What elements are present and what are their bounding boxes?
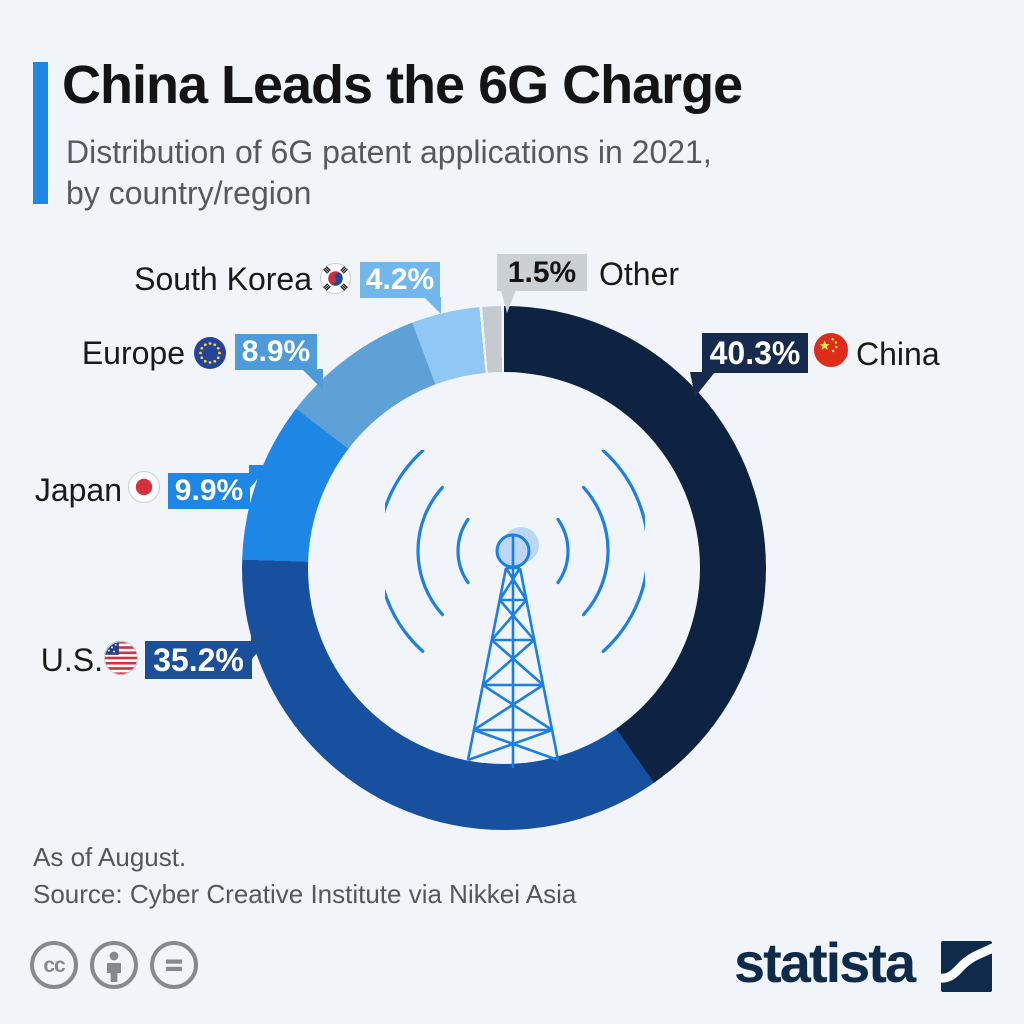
label-china: China xyxy=(856,336,940,372)
label-south-korea: South Korea xyxy=(134,261,312,297)
radio-tower-icon xyxy=(385,450,645,768)
page-subtitle: Distribution of 6G patent applications i… xyxy=(66,134,712,211)
flag-south-korea-icon xyxy=(320,263,351,294)
svg-text:cc: cc xyxy=(43,954,66,977)
value-badge-europe: 8.9% xyxy=(235,334,317,370)
flag-japan-icon xyxy=(128,471,160,503)
callout-pointer xyxy=(424,297,441,314)
page-title: China Leads the 6G Charge xyxy=(62,55,743,115)
value-badge-south-korea: 4.2% xyxy=(360,262,440,298)
label-us: U.S. xyxy=(40,642,103,678)
cc-icon[interactable]: cc xyxy=(30,941,78,989)
cc-by-icon[interactable] xyxy=(90,941,138,989)
label-europe: Europe xyxy=(81,335,185,371)
footnote: As of August. xyxy=(33,842,187,872)
title-accent-bar xyxy=(33,62,48,204)
source-line: Source: Cyber Creative Institute via Nik… xyxy=(33,879,577,909)
flag-us-icon xyxy=(104,641,138,675)
statista-logo[interactable]: statista xyxy=(734,931,916,994)
value-badge-other: 1.5% xyxy=(497,254,587,291)
label-other: Other xyxy=(599,256,680,292)
callout-pointer xyxy=(302,369,323,390)
label-japan: Japan xyxy=(34,472,122,508)
value-badge-china: 40.3% xyxy=(702,333,808,373)
value-badge-japan: 9.9% xyxy=(168,473,250,509)
cc-nd-icon[interactable] xyxy=(150,941,198,989)
value-badge-us: 35.2% xyxy=(145,641,252,679)
flag-china-icon xyxy=(814,333,848,367)
statista-logo-mark[interactable] xyxy=(937,941,997,992)
flag-eu-icon xyxy=(194,337,226,369)
